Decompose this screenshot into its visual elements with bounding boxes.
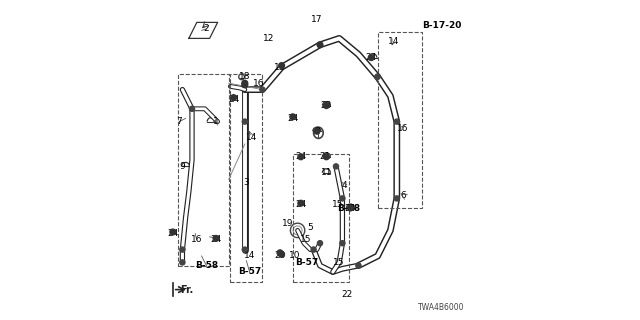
Circle shape xyxy=(323,103,329,108)
Circle shape xyxy=(311,247,316,252)
Circle shape xyxy=(375,74,380,79)
Bar xyxy=(292,154,349,282)
Text: 24: 24 xyxy=(345,204,356,212)
Text: 15: 15 xyxy=(300,236,311,244)
Text: 16: 16 xyxy=(253,79,265,88)
Text: 9: 9 xyxy=(180,162,185,171)
Text: 18: 18 xyxy=(239,72,250,81)
Text: 23: 23 xyxy=(321,101,332,110)
Text: 1: 1 xyxy=(213,117,219,126)
Text: 12: 12 xyxy=(263,34,275,43)
Text: 17: 17 xyxy=(311,15,323,24)
Text: 15: 15 xyxy=(332,200,343,209)
Circle shape xyxy=(231,95,237,100)
Text: 5: 5 xyxy=(308,223,313,232)
Text: 14: 14 xyxy=(244,252,255,260)
Text: B-17-20: B-17-20 xyxy=(422,21,461,30)
Circle shape xyxy=(242,82,248,88)
Text: 16: 16 xyxy=(397,124,409,132)
Circle shape xyxy=(213,236,219,241)
Circle shape xyxy=(180,247,185,252)
Circle shape xyxy=(369,55,374,60)
Text: 22: 22 xyxy=(342,290,353,299)
Text: 8: 8 xyxy=(314,127,319,136)
Circle shape xyxy=(260,87,265,92)
Text: 19: 19 xyxy=(282,220,294,228)
Text: 14: 14 xyxy=(246,133,257,142)
Circle shape xyxy=(279,252,285,257)
Circle shape xyxy=(290,114,296,120)
Circle shape xyxy=(340,241,345,246)
Text: 24: 24 xyxy=(365,53,377,62)
Text: B-57: B-57 xyxy=(296,258,319,267)
Text: 4: 4 xyxy=(341,181,347,190)
Circle shape xyxy=(317,241,323,246)
Text: 24: 24 xyxy=(211,236,221,244)
Text: 15: 15 xyxy=(333,258,345,267)
Text: 3: 3 xyxy=(244,178,249,187)
Text: 16: 16 xyxy=(191,236,202,244)
Circle shape xyxy=(298,200,304,206)
Text: 24: 24 xyxy=(295,200,307,209)
Circle shape xyxy=(394,119,399,124)
Text: 24: 24 xyxy=(167,229,179,238)
Circle shape xyxy=(323,154,329,160)
Circle shape xyxy=(242,80,248,86)
Circle shape xyxy=(314,128,320,134)
Text: 7: 7 xyxy=(177,117,182,126)
Bar xyxy=(230,74,262,282)
Circle shape xyxy=(340,196,345,201)
Text: 10: 10 xyxy=(289,252,300,260)
Circle shape xyxy=(348,205,353,211)
Circle shape xyxy=(333,164,339,169)
Bar xyxy=(378,32,422,208)
Bar xyxy=(178,74,229,266)
Text: 24: 24 xyxy=(228,95,239,104)
Text: 14: 14 xyxy=(388,37,399,46)
Text: 24: 24 xyxy=(287,114,298,123)
Circle shape xyxy=(189,106,195,111)
Text: 6: 6 xyxy=(401,191,406,200)
Text: 2: 2 xyxy=(204,24,209,33)
Circle shape xyxy=(243,119,248,124)
Text: 24: 24 xyxy=(295,152,307,161)
Text: 21: 21 xyxy=(319,152,330,161)
Circle shape xyxy=(170,229,175,235)
Text: Fr.: Fr. xyxy=(180,284,194,295)
Circle shape xyxy=(298,154,304,160)
Circle shape xyxy=(356,263,361,268)
Text: 11: 11 xyxy=(321,168,332,177)
Circle shape xyxy=(180,260,185,265)
Text: 20: 20 xyxy=(275,252,285,260)
Circle shape xyxy=(243,247,248,252)
Text: TWA4B6000: TWA4B6000 xyxy=(419,303,465,312)
Text: B-58: B-58 xyxy=(337,204,360,212)
Circle shape xyxy=(317,42,323,48)
Text: 13: 13 xyxy=(275,63,285,72)
Circle shape xyxy=(279,63,285,68)
Text: B-58: B-58 xyxy=(195,261,218,270)
Text: B-57: B-57 xyxy=(238,268,261,276)
Circle shape xyxy=(277,250,283,256)
Circle shape xyxy=(394,196,399,201)
